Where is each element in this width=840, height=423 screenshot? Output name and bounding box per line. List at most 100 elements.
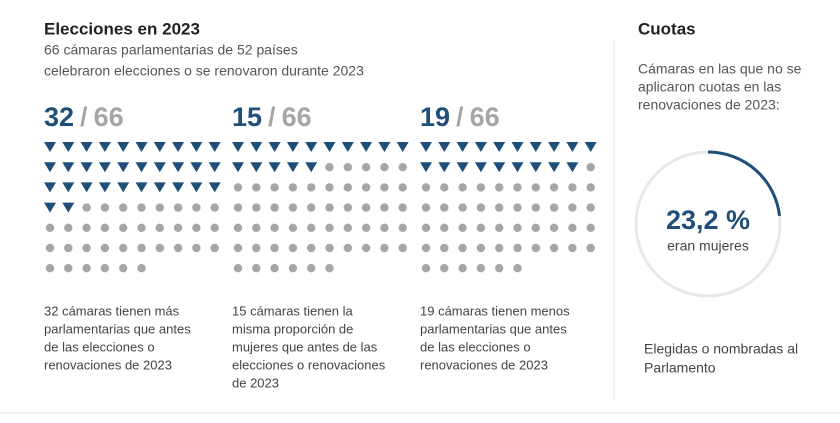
- dot-icon: [458, 223, 467, 232]
- dot-icon: [495, 203, 504, 212]
- ratio: 19/66: [420, 102, 500, 132]
- dot-icon: [421, 243, 431, 253]
- dot-icon: [252, 264, 261, 273]
- description: 19 cámaras tienen menos: [420, 303, 570, 318]
- separator: /: [268, 102, 276, 132]
- triangle-icon: [80, 142, 93, 152]
- triangle-icon: [80, 162, 93, 173]
- dot-icon: [531, 203, 540, 212]
- dot-icon: [288, 183, 298, 192]
- quotas-description: renovaciones de 2023:: [638, 97, 780, 113]
- dot-icon: [568, 243, 577, 253]
- quotas-footer: Elegidas o nombradas al: [644, 341, 798, 357]
- dot-icon: [192, 223, 201, 232]
- dot-icon: [440, 264, 449, 273]
- triangle-icon: [548, 162, 561, 173]
- dot-icon: [137, 223, 146, 232]
- triangle-icon: [566, 162, 579, 173]
- count: 19: [420, 102, 450, 132]
- dot-icon: [325, 163, 334, 172]
- triangle-icon: [44, 162, 56, 173]
- triangle-icon: [117, 182, 130, 193]
- count: 32: [44, 102, 74, 132]
- triangle-icon: [511, 162, 524, 173]
- triangle-icon: [172, 142, 185, 152]
- dot-icon: [119, 264, 128, 273]
- dot-icon: [233, 203, 243, 212]
- dot-icon: [440, 223, 449, 232]
- dot-icon: [155, 223, 164, 232]
- dot-icon: [252, 203, 261, 212]
- dot-icon: [361, 223, 371, 232]
- dot-icon: [210, 223, 219, 232]
- dot-icon: [173, 223, 183, 232]
- dot-icon: [495, 264, 504, 273]
- triangle-icon: [98, 142, 111, 152]
- dot-icon: [64, 264, 73, 273]
- percent-label: 23,2 %: [666, 205, 750, 235]
- dot-icon: [458, 203, 467, 212]
- triangle-icon: [62, 162, 75, 173]
- triangle-icon: [286, 162, 299, 173]
- triangle-icon: [208, 142, 221, 152]
- description: parlamentarias que antes: [420, 321, 567, 336]
- dot-icon: [398, 183, 407, 192]
- triangle-icon: [493, 142, 506, 152]
- dot-icon: [361, 203, 371, 212]
- gauge-arc: [707, 150, 782, 217]
- triangle-icon: [305, 142, 318, 152]
- dot-icon: [119, 243, 128, 253]
- dot-icon: [586, 183, 595, 192]
- triangle-icon: [548, 142, 561, 152]
- triangle-icon: [44, 202, 56, 213]
- triangle-icon: [250, 162, 263, 173]
- triangle-icon: [153, 162, 166, 173]
- dot-icon: [270, 223, 279, 232]
- dot-icon: [82, 223, 91, 232]
- triangle-icon: [62, 202, 75, 213]
- percent-caption: eran mujeres: [667, 238, 749, 254]
- description: de las elecciones o: [44, 339, 155, 354]
- triangle-icon: [135, 162, 148, 173]
- dot-icon: [325, 223, 334, 232]
- triangle-icon: [360, 142, 373, 152]
- dot-icon: [307, 223, 316, 232]
- ratio: 32/66: [44, 102, 124, 132]
- quotas-description: Cámaras en las que no se: [638, 61, 802, 77]
- dot-icon: [233, 223, 243, 232]
- dot-icon: [458, 183, 467, 192]
- dot-icon: [307, 203, 316, 212]
- dot-icon: [100, 264, 110, 273]
- dot-icon: [568, 223, 577, 232]
- dot-icon: [233, 243, 243, 253]
- quotas-description: aplicaron cuotas en las: [638, 79, 781, 95]
- dot-icon: [307, 183, 316, 192]
- triangle-icon: [135, 142, 148, 152]
- dot-icon: [513, 223, 522, 232]
- quotas-title: Cuotas: [638, 19, 696, 38]
- dot-icon: [476, 223, 486, 232]
- triangle-icon: [341, 142, 354, 152]
- triangle-icon: [117, 162, 130, 173]
- dot-icon: [531, 183, 540, 192]
- description: elecciones o renovaciones: [232, 357, 386, 372]
- triangle-icon: [529, 162, 542, 173]
- dot-icon: [100, 243, 110, 253]
- description: misma proporción de: [232, 321, 353, 336]
- triangle-icon: [232, 142, 244, 152]
- dot-icon: [270, 243, 279, 253]
- dot-icon: [252, 243, 261, 253]
- dot-icon: [398, 243, 407, 253]
- dot-icon: [549, 183, 559, 192]
- triangle-icon: [420, 142, 432, 152]
- dot-icon: [343, 163, 352, 172]
- dot-icon: [531, 243, 540, 253]
- description: renovaciones de 2023: [420, 357, 548, 372]
- triangle-icon: [584, 142, 597, 152]
- dot-icon: [458, 264, 467, 273]
- dot-icon: [568, 183, 577, 192]
- dot-icon: [495, 243, 504, 253]
- dot-icon: [476, 243, 486, 253]
- triangle-icon: [420, 162, 432, 173]
